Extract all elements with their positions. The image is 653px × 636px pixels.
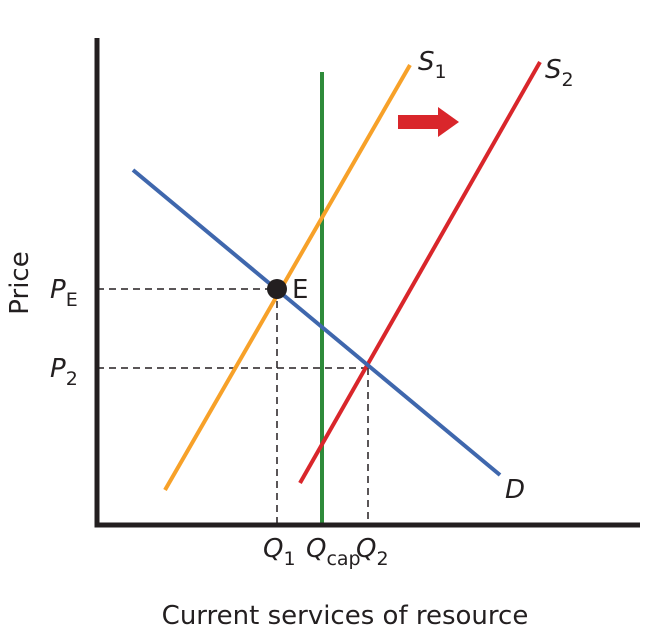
- q2-label: Q2: [356, 534, 389, 570]
- pe-label: PE: [50, 275, 78, 311]
- q1-label: Q1: [263, 534, 296, 570]
- shift-arrow: [398, 107, 459, 137]
- qcap-label: Qcap: [306, 534, 361, 570]
- s1-label: S1: [418, 47, 447, 83]
- axes: [94, 38, 640, 528]
- d-label: D: [505, 475, 525, 505]
- x-axis-label: Current services of resource: [162, 601, 529, 631]
- guides: [97, 288, 369, 525]
- supply-curve-2: [298, 61, 542, 484]
- supply-curve-1: [163, 64, 412, 491]
- y-axis-label: Price: [5, 251, 35, 314]
- e-label: E: [292, 275, 308, 305]
- equilibrium-point: [267, 279, 287, 299]
- p2-label: P2: [50, 354, 78, 390]
- s2-label: S2: [545, 55, 574, 91]
- demand-curve: [131, 168, 502, 477]
